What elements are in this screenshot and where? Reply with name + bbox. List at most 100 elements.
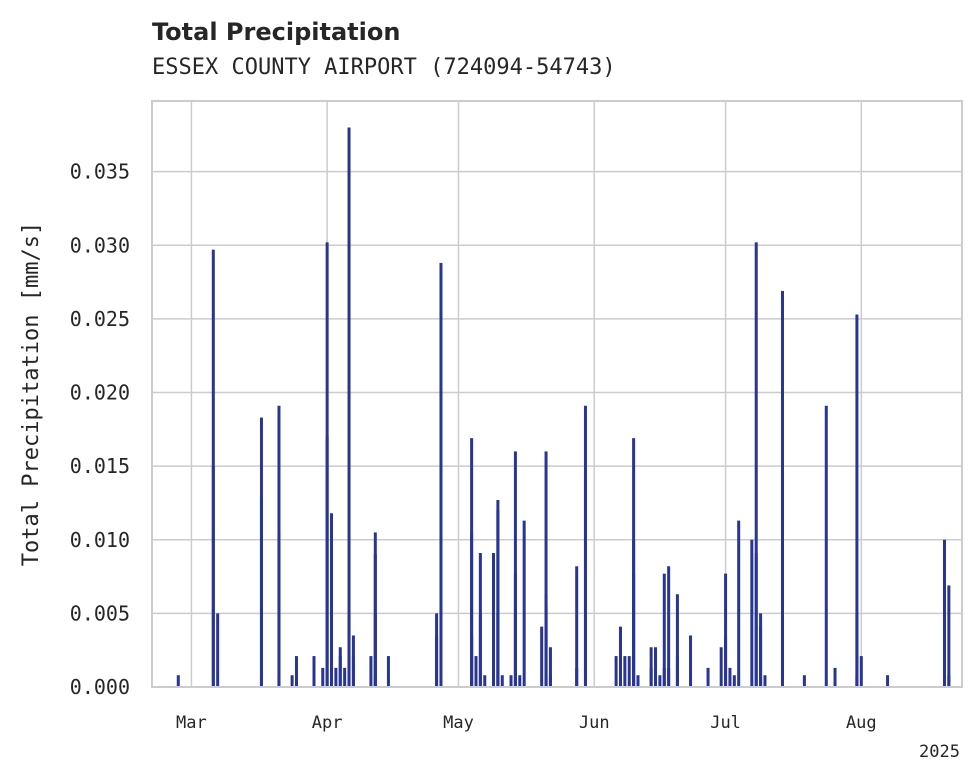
x-axis-ticks: Mar Apr May Jun Jul Aug [176,713,877,733]
precipitation-bar [435,613,439,687]
precipitation-bar [614,656,618,687]
precipitation-bar [636,675,640,687]
chart-title: Total Precipitation [152,18,400,46]
precipitation-bar [513,451,517,687]
precipitation-bar [724,573,728,687]
precipitation-bar [632,438,636,687]
precipitation-bar [675,594,679,687]
precipitation-bar [662,573,666,687]
precipitation-bar [351,635,355,687]
precipitation-bar [855,613,859,687]
precipitation-bar [667,667,671,687]
x-tick-label: Aug [846,713,877,733]
y-tick-label: 0.035 [70,160,130,184]
precipitation-bar [343,667,347,687]
precipitation-bar [330,675,334,687]
precipitation-bar [675,656,679,687]
precipitation-bar [509,675,513,687]
grid [152,101,962,688]
precipitation-bar [259,498,263,687]
precipitation-bar [211,466,215,687]
precipitation-bar [662,667,666,687]
precipitation-bar [719,647,723,687]
precipitation-bar [474,667,478,687]
precipitation-bar [833,667,837,687]
precipitation-bar [824,405,828,687]
y-tick-label: 0.015 [70,454,130,478]
precipitation-bar [386,656,390,687]
x-tick-label: May [443,713,474,733]
precipitation-bar [855,314,859,687]
precipitation-bar [706,667,710,687]
precipitation-bar [689,635,693,687]
precipitation-bar [627,656,631,687]
precipitation-bar [667,566,671,687]
precipitation-bar [518,675,522,687]
precipitation-bar [325,436,329,687]
precipitation-bar [750,539,754,687]
plot-frame [151,100,963,688]
precipitation-bar [500,675,504,687]
precipitation-bar [478,553,482,687]
precipitation-bar [312,656,316,687]
precipitation-bar [259,675,263,687]
precipitation-bar [575,566,579,687]
precipitation-bar [277,675,281,687]
y-axis-label: Total Precipitation [mm/s] [19,222,44,566]
x-tick-label: Jul [710,713,741,733]
precipitation-bar [947,585,951,687]
chart-subtitle: ESSEX COUNTY AIRPORT (724094-54743) [152,55,616,80]
x-tick-label: Mar [176,713,207,733]
precipitation-bar [737,520,741,687]
precipitation-bar [548,675,552,687]
precipitation-bar [294,656,298,687]
x-axis-year-label: 2025 [919,742,960,762]
precipitation-bar [632,573,636,687]
precipitation-bar [176,675,180,687]
precipitation-bar [942,613,946,687]
precipitation-bar [522,520,526,687]
precipitation-bar [334,667,338,687]
y-axis-ticks: 0.000 0.005 0.010 0.015 0.020 0.025 0.030 0.035 [70,160,130,699]
precipitation-bar [347,127,351,687]
precipitation-bar [373,675,377,687]
precipitation-bar [658,675,662,687]
precipitation-bar [759,626,763,687]
precipitation-bar [623,656,627,687]
precipitation-bar [544,606,548,687]
x-tick-label: Jun [579,713,610,733]
y-tick-label: 0.030 [70,233,130,257]
y-tick-label: 0.010 [70,528,130,552]
precipitation-bar [802,675,806,687]
precipitation-bar [654,647,658,687]
precipitation-bar [439,262,443,687]
precipitation-bar [544,451,548,687]
precipitation-bar [216,613,220,687]
y-tick-label: 0.000 [70,675,130,699]
precipitation-bar [338,647,342,687]
precipitation-bar [618,626,622,687]
precipitation-bar [492,613,496,687]
precipitation-bar [548,647,552,687]
precipitation-bar [347,613,351,687]
precipitation-bar [290,675,294,687]
precipitation-bar [330,513,334,687]
precipitation-bar [483,675,487,687]
precipitation-bar [583,405,587,687]
precipitation-bar [724,635,728,687]
y-tick-label: 0.020 [70,381,130,405]
y-tick-label: 0.005 [70,601,130,625]
precipitation-bar [540,626,544,687]
bar-series [176,127,951,687]
precipitation-bar [373,613,377,687]
precipitation-bar [496,510,500,687]
precipitation-bar [277,532,281,687]
precipitation-bar [649,647,653,687]
precipitation-bar [732,675,736,687]
precipitation-bar [575,667,579,687]
precipitation-bar [321,667,325,687]
precipitation-bar [369,656,373,687]
precipitation-bar [470,438,474,687]
precipitation-bar [728,667,732,687]
x-tick-label: Apr [312,713,343,733]
